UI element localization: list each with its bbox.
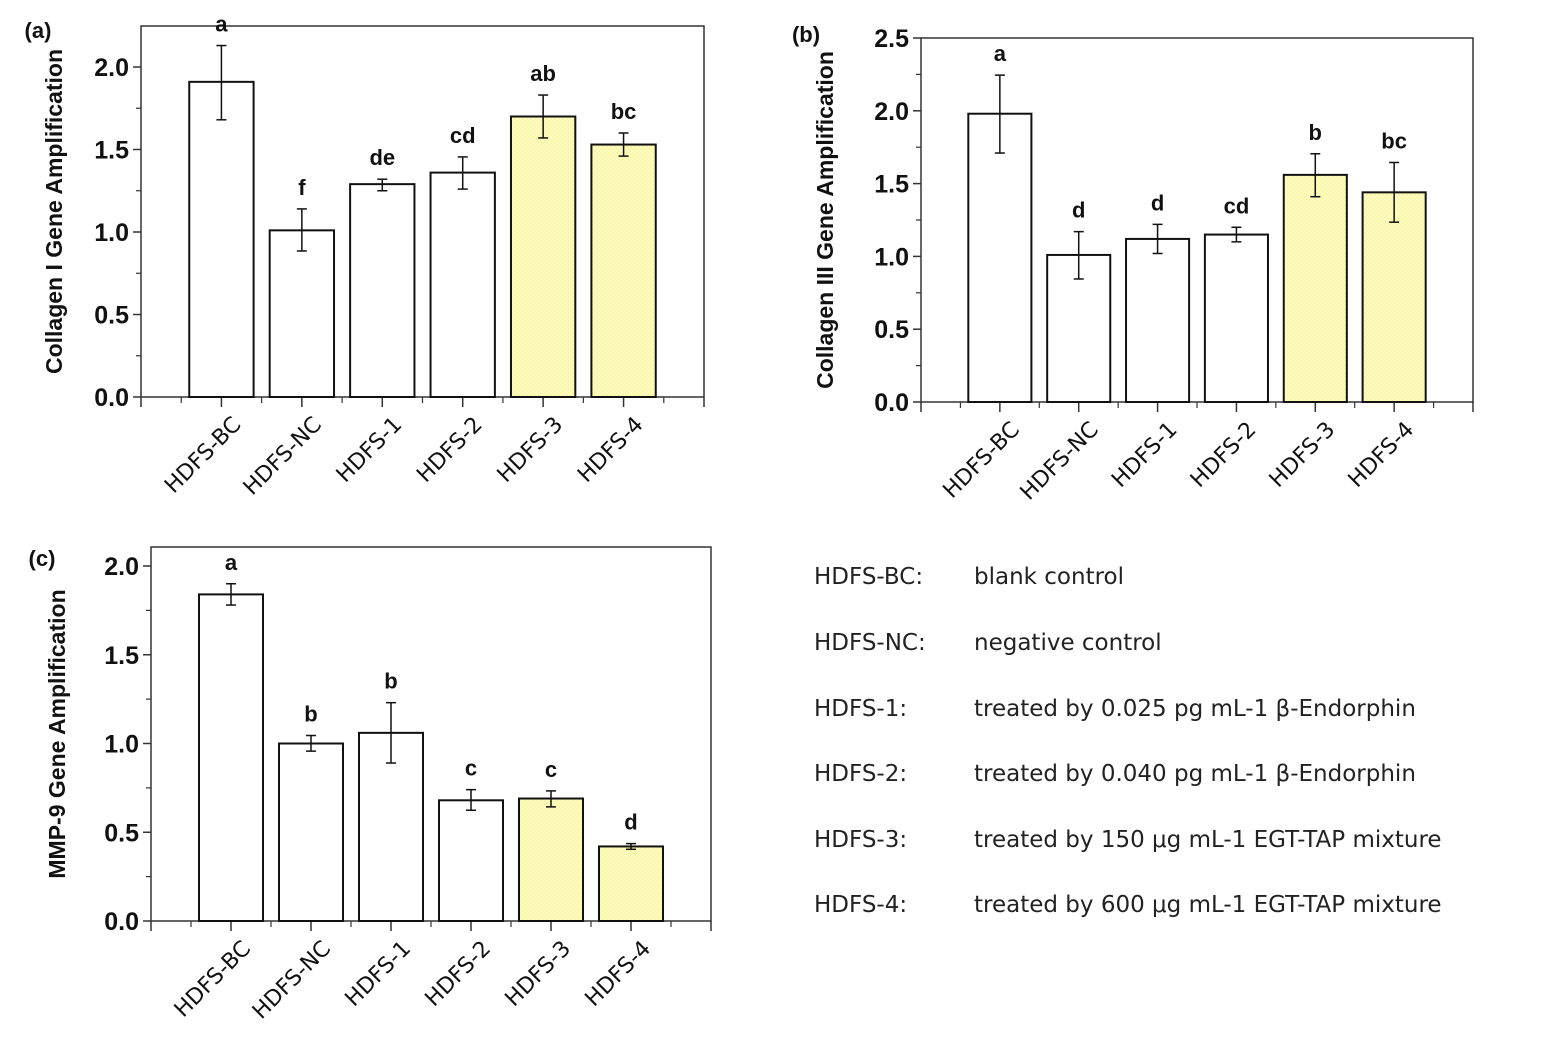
x-tick-label: HDFS-1 bbox=[1107, 417, 1182, 492]
y-tick-label: 0.0 bbox=[104, 908, 139, 936]
significance-letter: de bbox=[369, 145, 395, 170]
significance-letter: b bbox=[384, 669, 397, 694]
y-tick-label: 0.0 bbox=[874, 389, 909, 417]
bar bbox=[1203, 233, 1269, 403]
x-tick-label: HDFS-2 bbox=[1186, 417, 1261, 492]
legend-key: HDFS-1: bbox=[814, 696, 908, 722]
x-tick-label: HDFS-1 bbox=[341, 936, 416, 1011]
bar bbox=[1361, 191, 1427, 403]
y-axis-label: Collagen I Gene Amplification bbox=[41, 49, 67, 374]
x-tick-label: HDFS-BC bbox=[939, 417, 1025, 503]
significance-letter: b bbox=[304, 702, 317, 727]
bar bbox=[509, 115, 577, 398]
x-tick-label: HDFS-4 bbox=[1344, 417, 1419, 492]
legend-key: HDFS-NC: bbox=[814, 630, 926, 656]
chart-panel-c: (c) 0.0 0.5 1.0 1.5 2.0 MMP-9 Gene Amplificati… bbox=[29, 546, 712, 1024]
legend-description: treated by 0.025 pg mL-1 β-Endorphin bbox=[974, 696, 1416, 722]
significance-letter: b bbox=[1309, 120, 1322, 145]
x-tick-label: HDFS-3 bbox=[493, 412, 568, 487]
y-tick-label: 2.0 bbox=[94, 54, 129, 82]
legend-key: HDFS-3: bbox=[814, 827, 908, 853]
x-tick-label: HDFS-BC bbox=[170, 936, 256, 1022]
significance-letter: c bbox=[465, 756, 477, 781]
x-tick-label: HDFS-NC bbox=[1016, 417, 1104, 505]
y-tick-label: 1.0 bbox=[104, 731, 139, 759]
legend-description: treated by 600 μg mL-1 EGT-TAP mixture bbox=[974, 892, 1442, 918]
bar bbox=[1125, 237, 1191, 403]
bar bbox=[518, 797, 584, 923]
bar bbox=[268, 229, 336, 398]
x-tick-label: HDFS-3 bbox=[1265, 417, 1340, 492]
significance-letter: cd bbox=[1224, 193, 1250, 218]
bar bbox=[438, 799, 504, 922]
x-tick-label: HDFS-3 bbox=[501, 936, 576, 1011]
panel-label: (a) bbox=[25, 18, 52, 43]
x-tick-label: HDFS-4 bbox=[581, 936, 656, 1011]
x-tick-label: HDFS-BC bbox=[160, 412, 246, 498]
x-tick-label: HDFS-4 bbox=[573, 412, 648, 487]
panel-label: (c) bbox=[29, 546, 56, 571]
y-axis-label: MMP-9 Gene Amplification bbox=[44, 589, 70, 878]
significance-letter: bc bbox=[611, 99, 637, 124]
significance-letter: d bbox=[1151, 190, 1164, 215]
significance-letter: d bbox=[1072, 198, 1085, 223]
significance-letter: a bbox=[215, 12, 228, 37]
legend-description: treated by 0.040 pg mL-1 β-Endorphin bbox=[974, 761, 1416, 787]
significance-letter: c bbox=[545, 757, 557, 782]
y-tick-label: 0.5 bbox=[104, 819, 139, 847]
significance-letter: a bbox=[994, 41, 1007, 66]
significance-letter: cd bbox=[450, 123, 476, 148]
bar bbox=[198, 593, 264, 923]
legend-key: HDFS-2: bbox=[814, 761, 908, 787]
y-tick-label: 1.5 bbox=[94, 137, 129, 165]
y-tick-label: 2.0 bbox=[874, 98, 909, 126]
bar bbox=[590, 143, 657, 398]
y-tick-label: 0.0 bbox=[94, 384, 129, 412]
bar bbox=[429, 171, 496, 398]
bar bbox=[598, 845, 664, 923]
bar bbox=[967, 112, 1033, 403]
legend-key: HDFS-BC: bbox=[814, 564, 924, 590]
bar bbox=[1282, 173, 1348, 403]
significance-letter: bc bbox=[1381, 128, 1407, 153]
y-tick-label: 2.5 bbox=[874, 25, 909, 53]
x-tick-label: HDFS-2 bbox=[412, 412, 487, 487]
x-tick-label: HDFS-1 bbox=[332, 412, 407, 487]
significance-letter: a bbox=[225, 550, 238, 575]
x-tick-label: HDFS-NC bbox=[239, 412, 327, 500]
legend-description: treated by 150 μg mL-1 EGT-TAP mixture bbox=[974, 827, 1442, 853]
significance-letter: d bbox=[624, 810, 637, 835]
y-tick-label: 1.0 bbox=[874, 243, 909, 271]
legend-description: negative control bbox=[974, 630, 1162, 656]
legend-key: HDFS-4: bbox=[814, 892, 908, 918]
bar bbox=[349, 183, 416, 398]
y-axis-label: Collagen III Gene Amplification bbox=[812, 51, 838, 389]
chart-panel-a: (a) 0.0 0.5 1.0 1.5 2.0 Collagen I Gene Amplif… bbox=[25, 12, 705, 500]
bar bbox=[278, 742, 344, 922]
x-tick-label: HDFS-NC bbox=[248, 936, 336, 1024]
y-tick-label: 1.5 bbox=[874, 171, 909, 199]
y-tick-label: 1.5 bbox=[104, 642, 139, 670]
significance-letter: f bbox=[298, 175, 306, 200]
y-tick-label: 0.5 bbox=[874, 316, 909, 344]
y-tick-label: 1.0 bbox=[94, 219, 129, 247]
x-tick-label: HDFS-2 bbox=[421, 936, 496, 1011]
chart-panel-b: (b) 0.0 0.5 1.0 1.5 2.0 2.5 Collagen III Gene A… bbox=[792, 22, 1474, 505]
legend-description: blank control bbox=[974, 564, 1125, 590]
panel-label: (b) bbox=[792, 22, 820, 47]
y-tick-label: 2.0 bbox=[104, 553, 139, 581]
significance-letter: ab bbox=[530, 61, 556, 86]
bar bbox=[188, 80, 255, 398]
y-tick-label: 0.5 bbox=[94, 302, 129, 330]
